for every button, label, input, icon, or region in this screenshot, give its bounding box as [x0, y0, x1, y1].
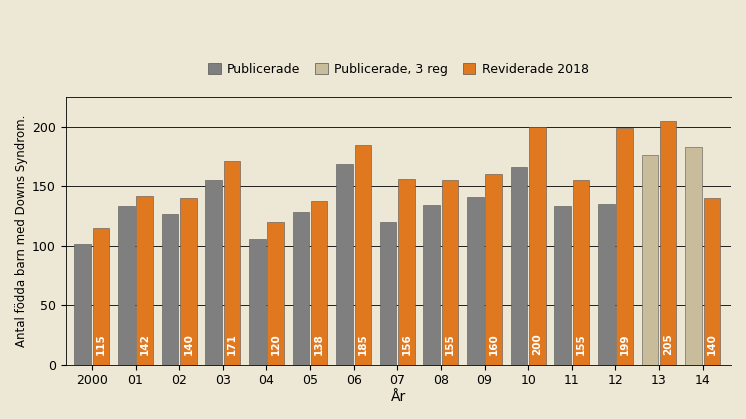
Legend: Publicerade, Publicerade, 3 reg, Reviderade 2018: Publicerade, Publicerade, 3 reg, Revider…: [203, 58, 594, 81]
Bar: [642, 155, 658, 365]
Bar: [685, 147, 702, 365]
Text: 156: 156: [401, 333, 412, 355]
Bar: [267, 222, 284, 365]
Bar: [598, 204, 615, 365]
Text: 185: 185: [358, 333, 368, 355]
Text: 199: 199: [620, 334, 630, 355]
Bar: [205, 180, 222, 365]
Bar: [180, 198, 197, 365]
Bar: [224, 161, 240, 365]
Bar: [292, 212, 309, 365]
Bar: [311, 201, 327, 365]
Bar: [354, 145, 371, 365]
Bar: [442, 180, 458, 365]
Text: 155: 155: [445, 333, 455, 355]
Y-axis label: Antal födda barn med Downs Syndrom.: Antal födda barn med Downs Syndrom.: [15, 115, 28, 347]
Bar: [75, 244, 91, 365]
Bar: [616, 128, 633, 365]
Text: 120: 120: [271, 333, 280, 355]
Bar: [573, 180, 589, 365]
Bar: [118, 207, 135, 365]
Bar: [424, 205, 440, 365]
Text: 171: 171: [227, 333, 237, 355]
Bar: [554, 207, 571, 365]
Bar: [486, 174, 502, 365]
Bar: [511, 167, 527, 365]
Bar: [703, 198, 720, 365]
Bar: [93, 228, 110, 365]
Bar: [398, 179, 415, 365]
Bar: [249, 238, 266, 365]
Text: 140: 140: [184, 333, 193, 355]
Bar: [660, 121, 677, 365]
Text: 142: 142: [140, 333, 150, 355]
Bar: [336, 164, 353, 365]
X-axis label: År: År: [391, 390, 406, 404]
Text: 200: 200: [533, 333, 542, 355]
Text: 115: 115: [96, 333, 106, 355]
Bar: [529, 127, 545, 365]
Bar: [467, 197, 483, 365]
Text: 205: 205: [663, 333, 673, 355]
Bar: [380, 222, 396, 365]
Text: 155: 155: [576, 333, 586, 355]
Text: 140: 140: [706, 333, 717, 355]
Bar: [137, 196, 153, 365]
Bar: [162, 214, 178, 365]
Text: 138: 138: [314, 333, 325, 355]
Text: 160: 160: [489, 333, 498, 355]
